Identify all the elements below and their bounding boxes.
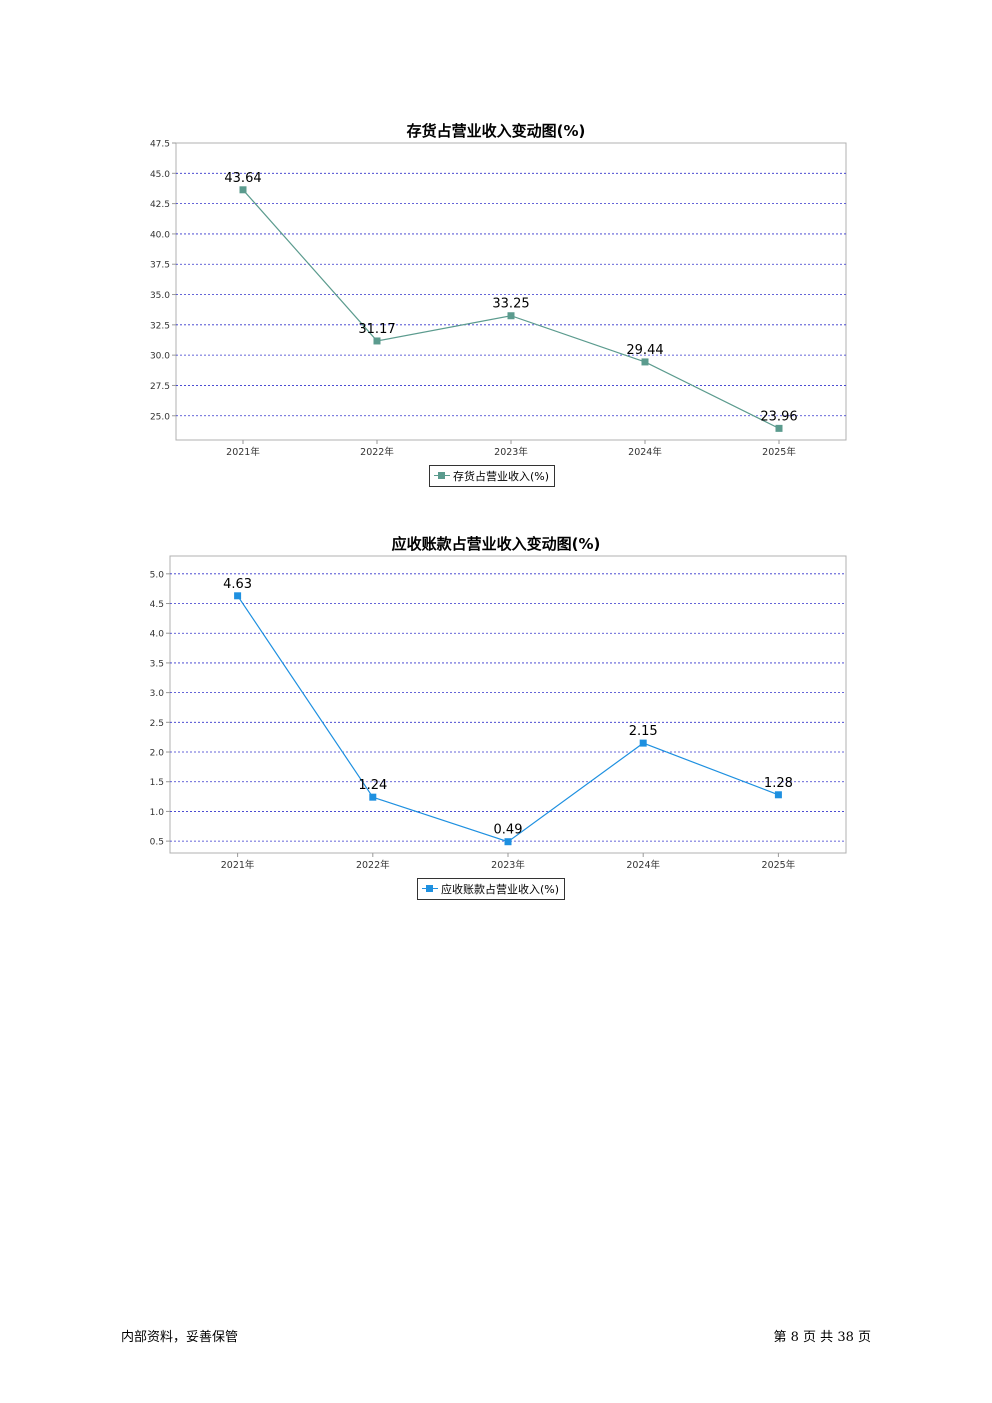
data-point	[239, 186, 247, 194]
y-tick-label: 35.0	[150, 291, 170, 301]
x-tick-label: 2025年	[762, 859, 796, 871]
x-tick-label: 2024年	[626, 859, 660, 871]
chart-title: 应收账款占营业收入变动图(%)	[391, 535, 601, 553]
data-point	[373, 337, 381, 345]
data-label: 23.96	[760, 409, 797, 424]
data-label: 1.28	[764, 776, 793, 791]
legend-marker-icon	[422, 885, 438, 893]
inventory-chart-svg: 25.0 27.5 30.0 32.5 35.0 37.5 40.0 42.5 45.0 47.5…	[150, 140, 847, 458]
legend-label: 应收账款占营业收入(%)	[441, 883, 560, 896]
data-label: 31.17	[358, 322, 395, 337]
data-point	[369, 793, 377, 801]
inventory-chart: 存货占营业收入变动图(%) 25.0 27.5 30.0 32.5 35.0 37.5 40…	[0, 0, 992, 500]
y-tick-label: 32.5	[150, 321, 170, 331]
receivables-chart: 应收账款占营业收入变动图(%) 0.5 1.0 1.5 2.0 2.5 3.0 3.5 4.0…	[150, 535, 847, 900]
plot-frame	[169, 555, 847, 854]
y-tick-label: 40.0	[150, 230, 170, 240]
y-tick-label: 1.5	[150, 778, 164, 788]
y-tick-label: 4.5	[150, 600, 164, 610]
y-tick-label: 27.5	[150, 382, 170, 392]
x-tick-label: 2022年	[356, 859, 390, 871]
legend: 应收账款占营业收入(%)	[417, 878, 566, 900]
data-label: 43.64	[224, 171, 261, 186]
y-tick-label: 1.0	[150, 808, 165, 818]
x-tick-label: 2022年	[360, 446, 394, 458]
series-line	[237, 595, 779, 843]
y-tick-label: 2.0	[150, 749, 165, 759]
x-tick-label: 2025年	[762, 446, 796, 458]
y-tick-label: 25.0	[150, 412, 170, 422]
data-label: 0.49	[494, 823, 523, 838]
data-point	[507, 312, 515, 320]
x-tick-label: 2023年	[494, 446, 528, 458]
y-tick-label: 0.5	[150, 838, 164, 848]
data-label: 4.63	[223, 577, 252, 592]
x-tick-label: 2021年	[226, 446, 260, 458]
x-tick-label: 2021年	[221, 859, 255, 871]
data-point	[775, 424, 783, 432]
data-point	[234, 592, 242, 600]
footer-confidential-note: 内部资料，妥善保管	[121, 1330, 239, 1345]
data-point	[504, 838, 512, 846]
legend-label: 存货占营业收入(%)	[453, 470, 550, 483]
y-tick-label: 3.0	[150, 689, 165, 699]
y-tick-label: 45.0	[150, 170, 170, 180]
legend-marker-icon	[434, 472, 450, 480]
y-tick-label: 3.5	[150, 659, 164, 669]
legend: 存货占营业收入(%)	[429, 465, 556, 487]
data-label: 1.24	[358, 778, 387, 793]
data-point	[641, 358, 649, 366]
x-tick-label: 2023年	[491, 859, 525, 871]
data-label: 29.44	[626, 343, 663, 358]
y-tick-label: 30.0	[150, 352, 170, 362]
chart-title: 存货占营业收入变动图(%)	[406, 122, 586, 140]
receivables-chart-svg: 0.5 1.0 1.5 2.0 2.5 3.0 3.5 4.0 4.5 5.0 2021年 2022年…	[150, 555, 847, 871]
data-label: 33.25	[492, 297, 529, 312]
footer-page-number: 第 8 页 共 38 页	[773, 1330, 871, 1345]
y-tick-label: 5.0	[150, 570, 165, 580]
data-point	[774, 791, 782, 799]
y-tick-label: 4.0	[150, 630, 165, 640]
x-tick-label: 2024年	[628, 446, 662, 458]
data-label: 2.15	[629, 724, 658, 739]
y-tick-label: 47.5	[150, 140, 170, 150]
y-tick-label: 42.5	[150, 200, 170, 210]
y-tick-label: 37.5	[150, 261, 170, 271]
data-point	[639, 739, 647, 747]
y-tick-label: 2.5	[150, 719, 164, 729]
